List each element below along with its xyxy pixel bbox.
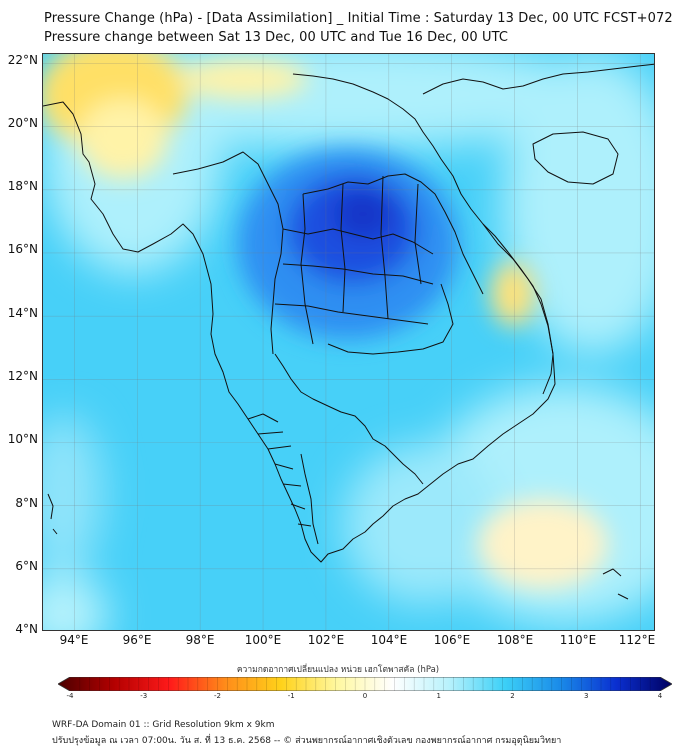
lon-label: 96°E [122, 633, 152, 647]
lat-label: 16°N [7, 242, 38, 256]
lon-label: 106°E [433, 633, 471, 647]
small-islands [602, 568, 629, 600]
footer-credit: ปรับปรุงข้อมูล ณ เวลา 07:00น. วัน ส. ที่… [52, 736, 562, 746]
myanmar-border [172, 151, 284, 355]
map-canvas [43, 54, 654, 630]
province-lines-b [300, 175, 422, 345]
hainan-island [532, 131, 619, 185]
colorbar-gradient [58, 677, 672, 691]
lat-label: 14°N [7, 306, 38, 320]
lon-label: 98°E [185, 633, 215, 647]
colorbar-tick: -3 [140, 692, 148, 700]
lon-label: 102°E [307, 633, 345, 647]
lat-label: 12°N [7, 369, 38, 383]
field-positive-areas [43, 54, 608, 589]
province-lines-a [274, 228, 434, 325]
lon-label: 100°E [244, 633, 282, 647]
graticule [43, 54, 654, 630]
lat-label: 20°N [7, 116, 38, 130]
andaman-islands [47, 493, 58, 535]
colorbar-tick: 1 [436, 692, 441, 700]
map-subtitle: Pressure change between Sat 13 Dec, 00 U… [44, 30, 509, 45]
north-coast [422, 63, 654, 95]
colorbar-tick: 0 [362, 692, 368, 700]
gulf-of-thailand-coast [274, 353, 424, 485]
footer-domain-info: WRF-DA Domain 01 :: Grid Resolution 9km … [52, 720, 275, 730]
colorbar-tick: -2 [214, 692, 221, 700]
vietnam-coast [482, 223, 554, 395]
coastlines-borders [43, 63, 654, 600]
peninsula-east-coast [300, 453, 319, 545]
laos-border [302, 173, 484, 295]
cambodia-border [327, 283, 454, 355]
lon-label: 112°E [618, 633, 656, 647]
lon-label: 108°E [496, 633, 534, 647]
colorbar-tick: 2 [510, 692, 515, 700]
colorbar-tick: 3 [584, 692, 589, 700]
colorbar-label: ความกดอากาศเปลี่ยนแปลง หน่วย เฮกโตพาสคัล… [236, 665, 440, 675]
colorbar-tick: -4 [66, 692, 74, 700]
lon-label: 104°E [370, 633, 408, 647]
lat-label: 10°N [7, 432, 38, 446]
peninsula-provinces [247, 413, 312, 527]
lon-label: 94°E [59, 633, 89, 647]
lat-label: 22°N [7, 53, 38, 67]
lon-label: 110°E [559, 633, 597, 647]
pressure-change-map [42, 53, 655, 631]
lat-label: 4°N [15, 622, 38, 636]
lat-label: 18°N [7, 179, 38, 193]
mainland-coastline [43, 73, 556, 563]
field-negative-areas [238, 149, 458, 339]
colorbar-tick: 4 [657, 692, 663, 700]
map-title: Pressure Change (hPa) - [Data Assimilati… [44, 11, 673, 26]
lat-label: 6°N [15, 559, 38, 573]
colorbar-divisions [79, 677, 651, 691]
lat-label: 8°N [15, 496, 38, 510]
colorbar-tick: -1 [287, 692, 295, 700]
colorbar [58, 677, 672, 691]
